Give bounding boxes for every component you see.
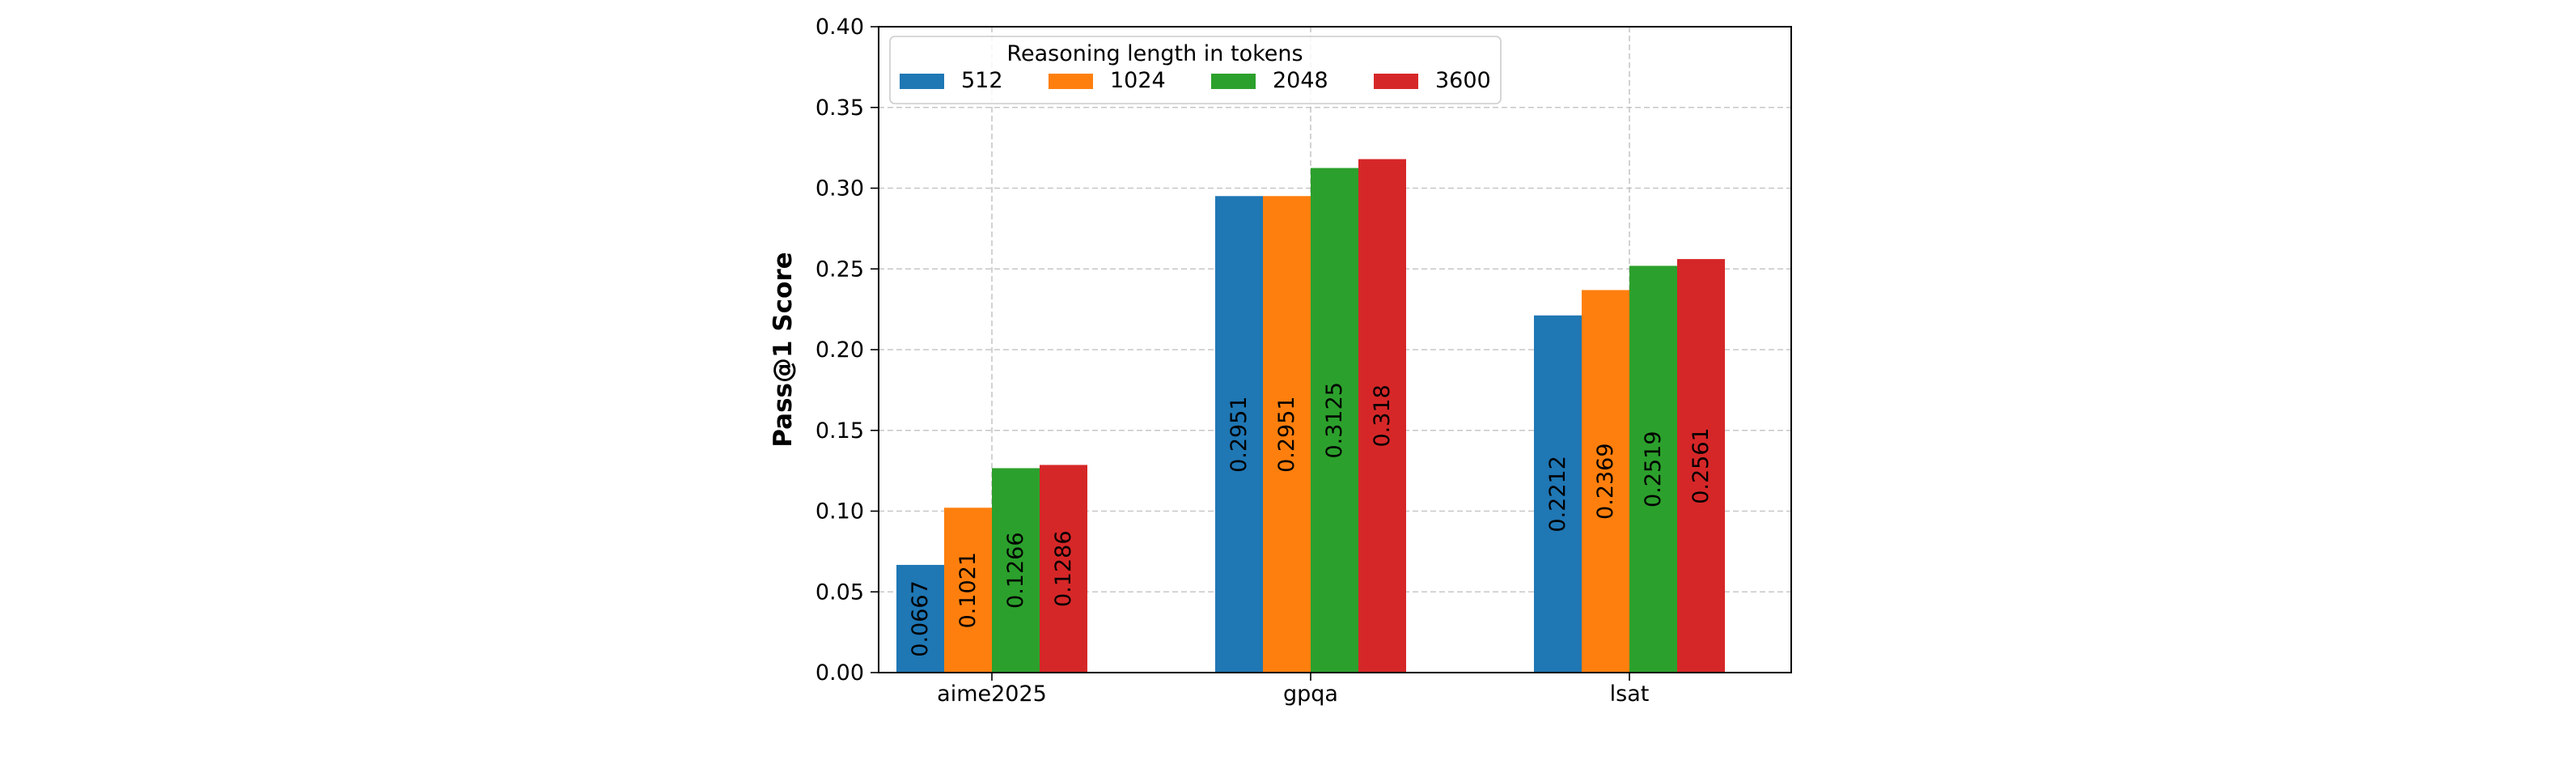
value-label-gpqa-512: 0.2951 xyxy=(1227,396,1252,472)
legend-swatch-1024 xyxy=(1049,74,1093,89)
legend-box xyxy=(889,36,1502,104)
bar-gpqa-1024 xyxy=(1263,196,1311,673)
y-tick-label: 0.35 xyxy=(816,96,864,121)
axes-layer: 0.00 0.05 0.10 0.15 0.20 0.25 0.30 0.35 0.40 aime… xyxy=(769,15,1792,707)
bar-gpqa-512 xyxy=(1215,196,1263,673)
legend-label-512: 512 xyxy=(961,68,1003,93)
y-tick-label: 0.05 xyxy=(816,580,864,605)
y-tick-label: 0.40 xyxy=(816,15,864,40)
y-tick-label: 0.15 xyxy=(816,418,864,444)
legend-swatch-512 xyxy=(900,74,944,89)
bar-gpqa-3600 xyxy=(1358,159,1406,673)
value-label-aime2025-3600: 0.1286 xyxy=(1051,530,1076,606)
value-label-lsat-1024: 0.2369 xyxy=(1593,443,1618,519)
value-label-gpqa-2048: 0.3125 xyxy=(1322,382,1347,458)
value-label-lsat-3600: 0.2561 xyxy=(1688,427,1714,503)
legend-title: Reasoning length in tokens xyxy=(1006,41,1303,66)
plot-frame xyxy=(878,26,1792,673)
y-tick-label: 0.30 xyxy=(816,176,864,202)
bar-aime2025-1024 xyxy=(944,507,992,673)
value-label-gpqa-1024: 0.2951 xyxy=(1274,396,1299,472)
value-label-lsat-512: 0.2212 xyxy=(1545,456,1570,532)
value-label-gpqa-3600: 0.318 xyxy=(1370,384,1395,447)
legend-label-2048: 2048 xyxy=(1273,68,1328,93)
x-tick-label-gpqa: gpqa xyxy=(1283,681,1338,707)
bar-gpqa-2048 xyxy=(1311,168,1358,673)
bar-aime2025-512 xyxy=(896,564,944,673)
y-tick-label: 0.25 xyxy=(816,257,864,282)
y-tick-label: 0.20 xyxy=(816,338,864,363)
value-labels-layer: 0.0667 0.2951 0.2212 0.1021 0.2951 0.2369 0.12… xyxy=(908,382,1714,657)
y-tick-label: 0.10 xyxy=(816,499,864,524)
bar-lsat-3600 xyxy=(1677,259,1725,673)
legend-swatch-3600 xyxy=(1374,74,1418,89)
bar-lsat-512 xyxy=(1534,315,1582,673)
bar-lsat-1024 xyxy=(1582,290,1629,673)
bar-aime2025-2048 xyxy=(992,468,1040,673)
bar-lsat-2048 xyxy=(1629,265,1677,673)
value-label-lsat-2048: 0.2519 xyxy=(1641,431,1666,507)
value-label-aime2025-2048: 0.1266 xyxy=(1003,532,1028,608)
legend-swatch-2048 xyxy=(1211,74,1256,89)
bar-aime2025-3600 xyxy=(1040,465,1087,673)
y-tick-label: 0.00 xyxy=(816,660,864,686)
y-axis-label: Pass@1 Score xyxy=(769,252,798,447)
legend-label-1024: 1024 xyxy=(1110,68,1166,93)
x-tick-label-lsat: lsat xyxy=(1610,681,1650,707)
value-label-aime2025-512: 0.0667 xyxy=(908,580,933,656)
bars-layer xyxy=(896,159,1725,673)
legend-label-3600: 3600 xyxy=(1435,68,1491,93)
x-tick-label-aime2025: aime2025 xyxy=(937,681,1047,707)
value-label-aime2025-1024: 0.1021 xyxy=(955,552,981,628)
